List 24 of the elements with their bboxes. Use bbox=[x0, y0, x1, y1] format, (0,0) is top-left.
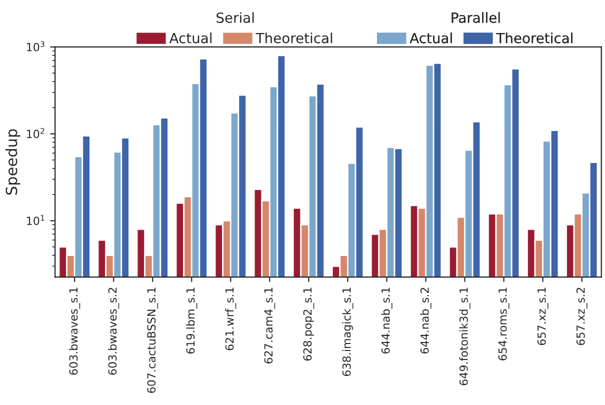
legend-label: Theoretical bbox=[496, 32, 572, 44]
y-tick-label: 10$^{2}$ bbox=[27, 128, 44, 138]
legend-label: Actual bbox=[169, 32, 212, 44]
x-tick-label: 638.imagick_s.1 bbox=[342, 288, 354, 376]
x-tick-label: 603.bwaves_s.2 bbox=[108, 288, 120, 375]
x-tick-label: 644.nab_s.2 bbox=[420, 288, 432, 354]
x-tick-label: 619.lbm_s.1 bbox=[186, 288, 198, 354]
x-tick-label: 603.bwaves_s.1 bbox=[69, 288, 80, 375]
x-tick-label: 621.wrf_s.1 bbox=[225, 288, 236, 350]
legend-label: Theoretical bbox=[256, 32, 332, 44]
legend-label: Actual bbox=[410, 32, 452, 44]
text: Serial bbox=[216, 12, 254, 23]
y-tick-label: 10$^{1}$ bbox=[27, 214, 44, 226]
y-axis-title: Speedup bbox=[5, 129, 20, 195]
x-tick-label: 627.cam4_s.1 bbox=[264, 288, 276, 364]
text: Parallel bbox=[452, 12, 500, 23]
x-tick-label: 657.xz_s.2 bbox=[576, 288, 588, 346]
y-tick-label: 10$^{3}$ bbox=[27, 41, 44, 52]
x-tick-label: 628.pop2_s.1 bbox=[303, 288, 314, 361]
x-tick-label: 644.nab_s.1 bbox=[381, 288, 392, 354]
x-tick-label: 654.roms_s.1 bbox=[498, 288, 510, 360]
x-tick-label: 649.fotonik3d_s.1 bbox=[459, 288, 470, 386]
x-tick-label: 607.cactuBSSN_s.1 bbox=[147, 288, 158, 393]
x-tick-label: 657.xz_s.1 bbox=[537, 288, 548, 346]
